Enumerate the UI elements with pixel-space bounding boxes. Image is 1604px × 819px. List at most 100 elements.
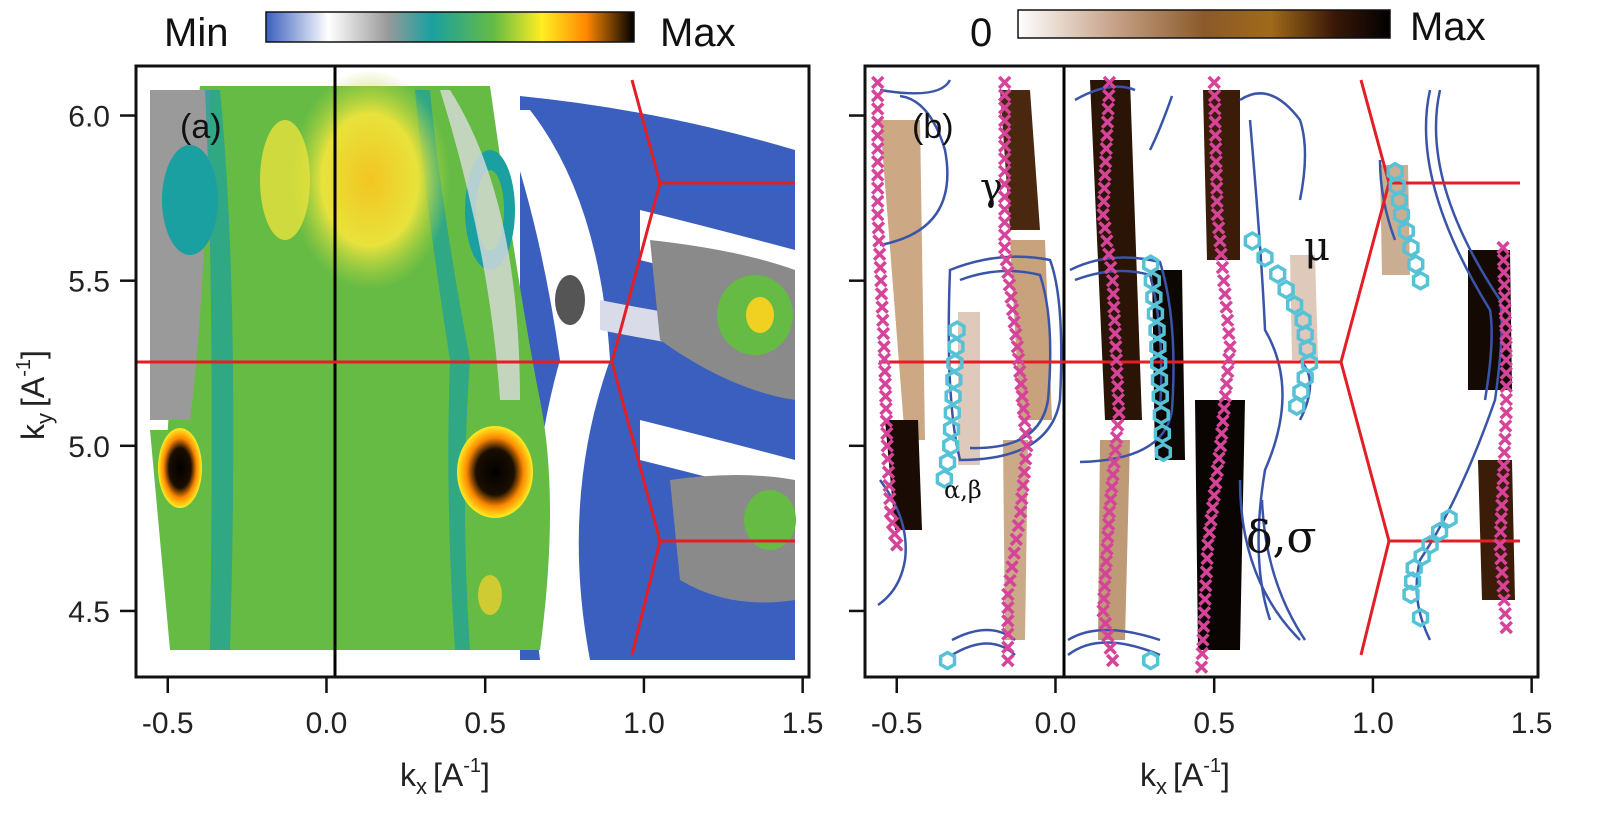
b-x-axis-label: kx [A-1] xyxy=(1140,755,1230,799)
hex-marker xyxy=(1440,508,1458,529)
x-marker xyxy=(887,527,902,541)
x-marker xyxy=(1497,290,1512,304)
x-marker xyxy=(1111,392,1126,407)
x-tick-label: 0.5 xyxy=(464,707,506,740)
x-marker xyxy=(1014,377,1028,391)
x-marker xyxy=(879,414,894,428)
x-marker xyxy=(1109,353,1124,367)
x-marker xyxy=(879,401,893,416)
x-marker xyxy=(1201,538,1215,552)
x-marker xyxy=(1210,181,1224,195)
x-marker xyxy=(1107,455,1121,470)
x-marker xyxy=(881,465,896,479)
x-marker xyxy=(1005,560,1019,574)
x-marker xyxy=(1110,379,1125,394)
x-marker xyxy=(1015,491,1029,506)
b-colorbar xyxy=(1017,9,1391,39)
x-marker xyxy=(1198,578,1213,593)
x-marker xyxy=(881,452,895,466)
hex-marker xyxy=(1154,442,1173,463)
x-marker xyxy=(870,75,885,90)
x-marker xyxy=(1499,392,1513,407)
x-marker xyxy=(1207,75,1221,90)
x-marker xyxy=(880,426,894,441)
hex-marker xyxy=(1277,279,1295,300)
x-marker xyxy=(1017,465,1032,479)
x-marker xyxy=(1493,524,1508,539)
x-marker xyxy=(1210,194,1224,209)
x-marker xyxy=(873,260,887,275)
x-marker xyxy=(883,491,897,506)
band-label-mu: μ xyxy=(1304,224,1330,270)
a-x-axis-label: kx [A-1] xyxy=(400,755,490,799)
x-marker xyxy=(1223,339,1237,354)
hex-marker xyxy=(1402,584,1420,605)
x-marker xyxy=(1003,573,1017,588)
x-marker xyxy=(1495,498,1509,512)
x-marker xyxy=(890,538,904,552)
x-marker xyxy=(1495,485,1510,499)
x-marker xyxy=(1498,302,1512,317)
x-marker xyxy=(997,164,1012,179)
x-marker xyxy=(870,102,885,116)
x-marker xyxy=(1494,511,1508,526)
x-marker xyxy=(878,389,893,404)
x-marker xyxy=(1218,287,1232,301)
x-marker xyxy=(1493,538,1507,552)
x-marker xyxy=(1196,619,1211,634)
x-marker xyxy=(1207,488,1221,503)
x-marker xyxy=(1210,463,1225,478)
x-tick-label: 1.5 xyxy=(782,707,824,740)
y-tick-label: 5.0 xyxy=(68,431,110,464)
x-marker xyxy=(997,126,1012,141)
x-marker xyxy=(1216,414,1230,428)
x-marker xyxy=(1101,628,1115,643)
x-marker xyxy=(1009,327,1023,342)
x-marker xyxy=(1494,551,1508,566)
x-marker xyxy=(1498,606,1512,621)
x-marker xyxy=(1098,616,1113,631)
x-marker xyxy=(1213,234,1227,248)
x-marker xyxy=(997,75,1012,90)
x-marker xyxy=(1100,128,1114,143)
x-marker xyxy=(1194,660,1209,674)
x-marker xyxy=(1018,452,1033,466)
x-marker xyxy=(1217,401,1231,416)
x-marker xyxy=(876,313,890,328)
x-marker xyxy=(1103,641,1117,655)
x-marker xyxy=(877,352,892,366)
x-marker xyxy=(870,168,885,182)
x-marker xyxy=(997,190,1012,204)
x-marker xyxy=(1013,505,1028,519)
x-marker xyxy=(1218,389,1233,404)
x-marker xyxy=(880,439,894,453)
x-marker xyxy=(1100,115,1115,129)
x-marker xyxy=(875,300,889,314)
x-marker xyxy=(870,115,885,129)
x-marker xyxy=(997,228,1012,242)
x-marker xyxy=(870,88,885,103)
x-marker xyxy=(1001,653,1015,668)
x-marker xyxy=(997,177,1012,191)
x-marker xyxy=(1200,551,1214,566)
x-marker xyxy=(1215,426,1229,441)
panel-b: (b) γ μ α,β δ,σ -0.5 0.0 0.5 1.0 1.5 kx [A-1]… xyxy=(849,5,1553,799)
hex-marker xyxy=(1392,204,1411,225)
x-marker xyxy=(1106,467,1120,482)
x-marker xyxy=(1496,472,1510,486)
x-marker xyxy=(885,516,900,530)
x-marker xyxy=(1210,207,1225,222)
hex-marker xyxy=(1243,230,1261,252)
x-marker xyxy=(1496,579,1510,593)
b-y-tick-marks xyxy=(849,114,865,613)
x-marker xyxy=(1110,366,1124,380)
hex-marker xyxy=(1402,237,1420,258)
x-marker xyxy=(1209,476,1223,490)
x-tick-label: 1.5 xyxy=(1511,707,1553,740)
b-colorbar-max-label: Max xyxy=(1410,5,1486,49)
x-marker xyxy=(1196,633,1210,647)
x-marker xyxy=(1111,418,1125,432)
x-marker xyxy=(872,247,887,261)
x-marker xyxy=(1098,567,1113,581)
hex-marker xyxy=(944,386,962,407)
